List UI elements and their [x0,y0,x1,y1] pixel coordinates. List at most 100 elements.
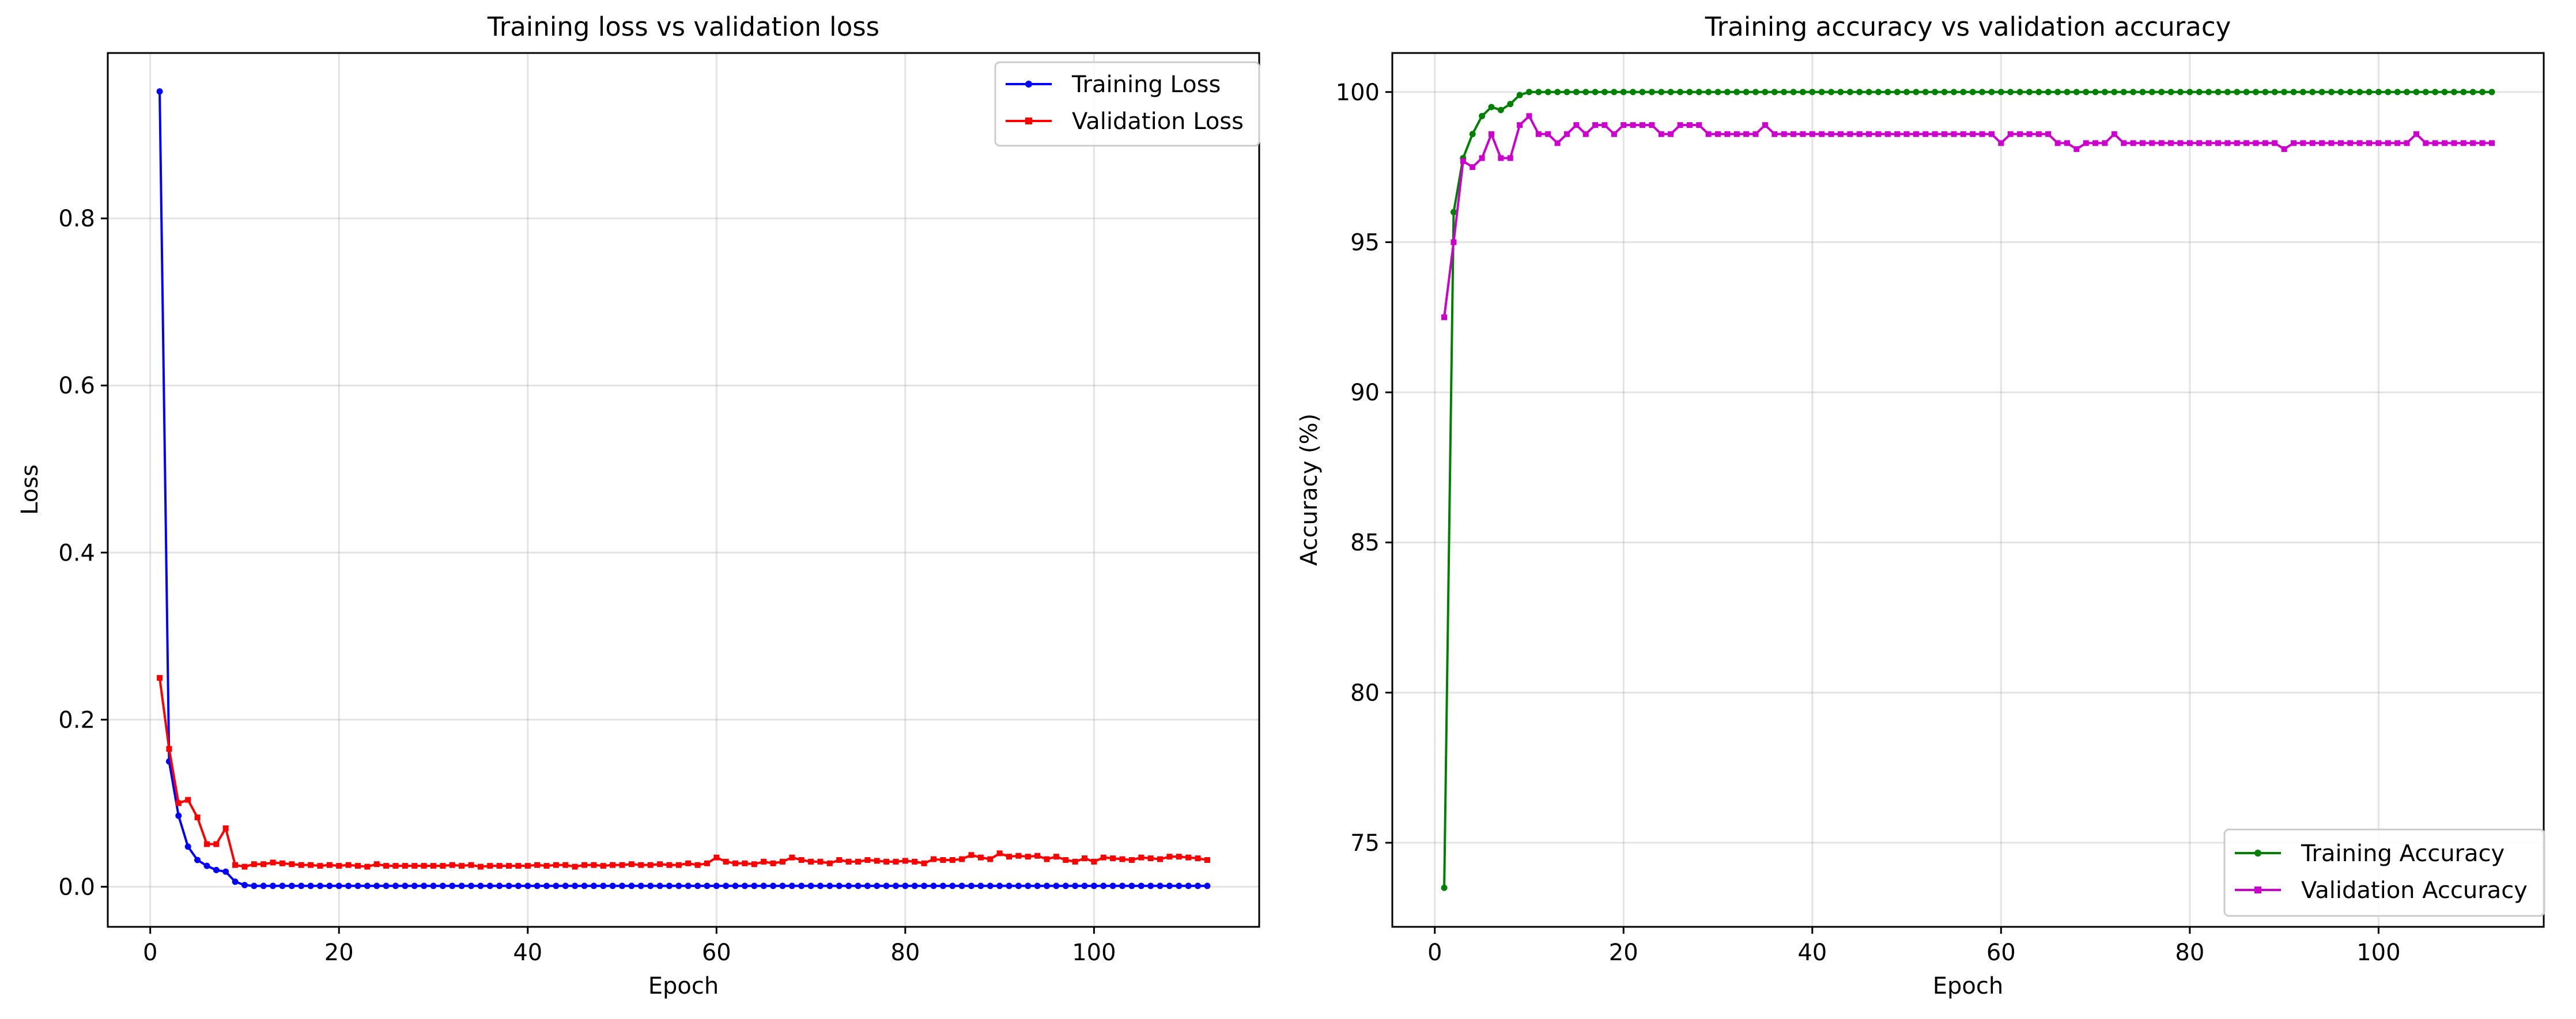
accuracy-training-accuracy-point [2234,89,2241,96]
accuracy-training-accuracy-point [1677,89,1683,96]
loss-validation-loss-point [694,862,701,868]
accuracy-training-accuracy-point [1922,89,1929,96]
accuracy-validation-accuracy-point [2319,140,2325,146]
loss-training-loss-point [590,882,597,889]
accuracy-training-accuracy-point [1630,89,1637,96]
accuracy-training-accuracy-point [2262,89,2269,96]
accuracy-training-accuracy-point [2016,89,2023,96]
accuracy-validation-accuracy-point [1884,131,1891,137]
accuracy-validation-accuracy-point [1686,122,1693,128]
accuracy-validation-accuracy-point [1988,131,1995,137]
accuracy-validation-accuracy-point [1951,131,1957,137]
loss-legend-marker-validation [1025,118,1032,124]
loss-training-loss-point [694,882,701,889]
accuracy-validation-accuracy-point [2092,140,2099,146]
accuracy-training-accuracy-point [1828,89,1835,96]
accuracy-validation-accuracy-point [1592,122,1599,128]
loss-validation-loss-point [241,863,248,870]
loss-validation-loss-point [232,862,239,868]
loss-training-loss-point [1015,882,1022,889]
accuracy-training-accuracy-point [2092,89,2099,96]
accuracy-training-accuracy-point [1837,89,1844,96]
loss-training-loss-point [845,882,852,889]
accuracy-training-accuracy-point [2299,89,2306,96]
loss-training-loss-point [581,882,588,889]
loss-x-tick-label: 0 [143,940,157,966]
accuracy-validation-accuracy-point [2139,140,2146,146]
accuracy-validation-accuracy-point [1488,131,1494,137]
accuracy-training-accuracy-point [1894,89,1901,96]
accuracy-validation-accuracy-point [1800,131,1806,137]
accuracy-training-accuracy-point [2035,89,2042,96]
accuracy-training-accuracy-point [1469,131,1476,138]
loss-validation-loss-point [949,857,955,863]
loss-validation-loss-point [912,858,918,865]
loss-training-loss-point [298,882,305,889]
loss-training-loss-point [609,882,616,889]
loss-training-loss-point [1109,882,1116,889]
loss-training-loss-point [288,882,295,889]
loss-y-tick-label: 0.8 [58,206,95,232]
accuracy-validation-accuracy-point [2347,140,2354,146]
loss-validation-loss-point [742,860,748,866]
loss-training-loss-point [798,882,805,889]
loss-training-loss-point [1195,882,1202,889]
loss-training-loss-point [184,843,191,850]
loss-validation-loss-point [610,862,616,868]
loss-validation-loss-point [723,858,729,865]
loss-validation-loss-point [430,863,437,869]
loss-validation-loss-point [524,863,531,869]
loss-validation-loss-point [468,862,474,868]
accuracy-validation-accuracy-point [2102,140,2108,146]
accuracy-validation-accuracy-point [2413,131,2419,137]
accuracy-validation-accuracy-point [1856,131,1863,137]
accuracy-validation-accuracy-point [2035,131,2042,137]
loss-validation-loss-point [685,860,692,866]
accuracy-validation-accuracy-point [2045,131,2052,137]
loss-validation-loss-point [459,863,465,869]
accuracy-training-accuracy-point [2404,89,2411,96]
accuracy-validation-accuracy-point [1715,131,1721,137]
accuracy-legend: Training Accuracy Validation Accuracy [2223,828,2545,917]
accuracy-training-accuracy-point [1686,89,1693,96]
loss-training-loss-point [704,882,711,889]
accuracy-validation-accuracy-point [1507,155,1513,161]
loss-training-loss-point [251,882,258,889]
loss-training-loss-point [260,882,267,889]
loss-validation-loss-point [619,862,625,868]
loss-training-loss-point [241,881,248,888]
accuracy-validation-accuracy-point [2243,140,2250,146]
accuracy-chart-panel: 0 20 40 60 80 100 75 80 85 90 95 100 Training accur… [1296,12,2545,999]
accuracy-validation-accuracy-point [2253,140,2259,146]
accuracy-training-accuracy-point [2309,89,2316,96]
accuracy-validation-accuracy-point [1451,239,1457,245]
accuracy-training-accuracy-point [1875,89,1882,96]
loss-y-tick-label: 0.2 [58,707,95,733]
loss-validation-loss-point [798,857,804,863]
loss-training-loss-point [807,882,814,889]
loss-validation-loss-point [515,863,522,869]
loss-plot-frame [107,52,1260,928]
loss-training-loss-point [600,882,607,889]
accuracy-training-accuracy-point [1488,104,1495,111]
loss-legend-marker-training [1025,81,1032,88]
loss-training-loss-point [1072,882,1079,889]
accuracy-validation-accuracy-point [2262,140,2268,146]
accuracy-validation-accuracy-point [1791,131,1797,137]
loss-validation-loss-point [354,863,361,869]
accuracy-validation-accuracy-point [1460,158,1466,164]
loss-validation-loss-point [411,863,418,869]
accuracy-validation-accuracy-point [1621,122,1627,128]
loss-training-loss-point [335,882,342,889]
accuracy-training-accuracy-point [1611,89,1618,96]
accuracy-training-accuracy-point [1932,89,1939,96]
loss-validation-loss-point [968,852,975,858]
accuracy-validation-accuracy-point [1932,131,1938,137]
loss-training-loss-point [788,882,795,889]
accuracy-training-accuracy-point [1960,89,1967,96]
loss-training-loss-point [685,882,692,889]
loss-training-loss-point [572,882,579,889]
accuracy-training-accuracy-point [1507,101,1514,108]
loss-validation-loss-point [1044,856,1050,862]
loss-validation-loss-point [1119,856,1125,862]
